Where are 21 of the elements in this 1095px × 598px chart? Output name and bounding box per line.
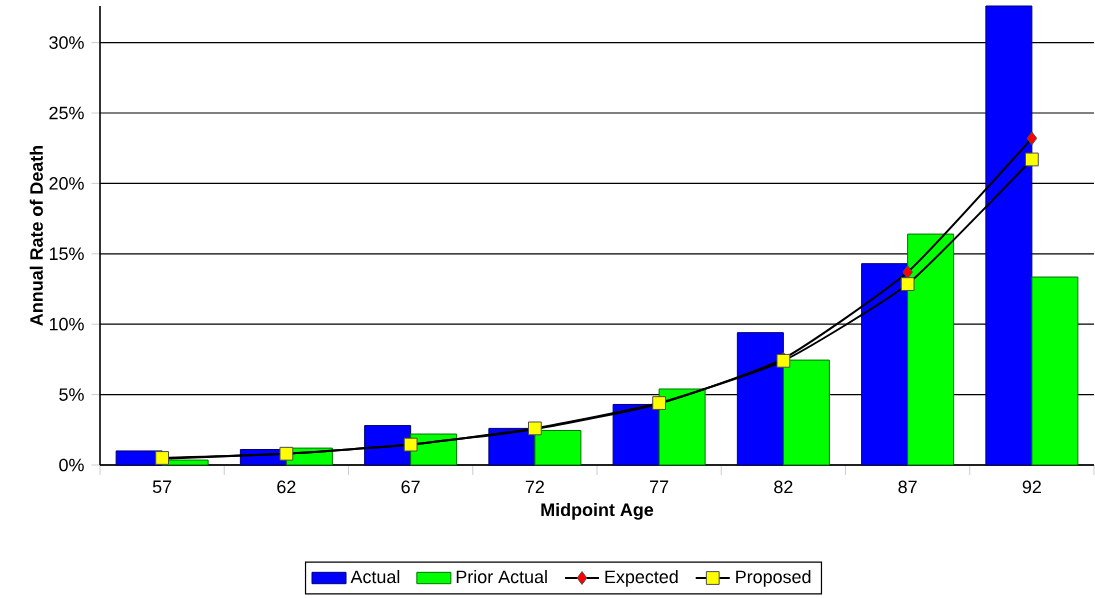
y-tick-label: 0%	[59, 458, 84, 472]
y-tick-label: 10%	[49, 317, 84, 331]
legend-label: Actual	[350, 570, 400, 584]
y-tick-label: 5%	[59, 388, 84, 401]
y-axis-title: Annual Rate of Death	[29, 145, 43, 326]
legend-label: Expected	[605, 570, 678, 587]
x-tick-label: 92	[1022, 480, 1041, 494]
x-tick-label: 82	[774, 480, 793, 494]
x-tick-label: 67	[401, 480, 420, 494]
x-tick-label: 87	[898, 480, 917, 494]
y-tick-label: 15%	[49, 247, 84, 261]
legend-label: Proposed	[736, 570, 811, 587]
x-tick-label: 57	[152, 480, 172, 494]
x-tick-label: 77	[650, 480, 669, 493]
y-tick-label: 20%	[49, 177, 84, 190]
y-tick-label: 25%	[49, 106, 84, 120]
legend-label: Prior Actual	[456, 570, 547, 584]
x-tick-label: 62	[277, 480, 296, 494]
y-tick-label: 30%	[49, 36, 84, 49]
x-tick-label: 72	[525, 480, 544, 494]
x-axis-title: Midpoint Age	[541, 502, 654, 520]
